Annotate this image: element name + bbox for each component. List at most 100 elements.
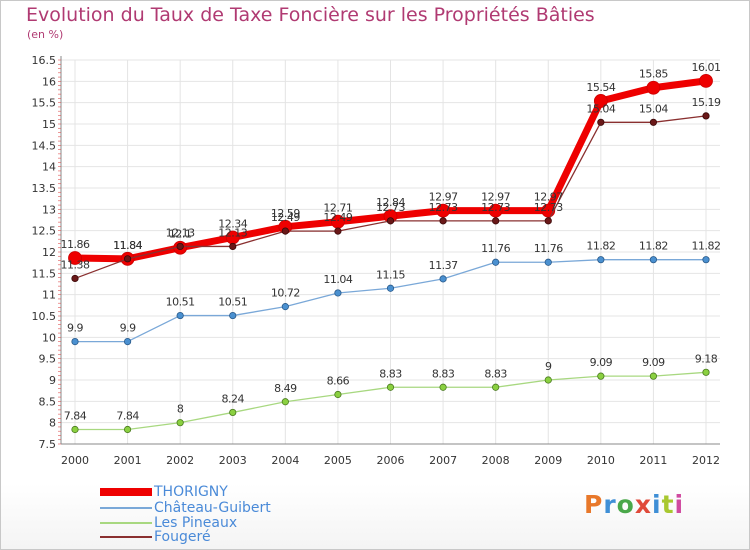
data-point-thorigny (699, 74, 713, 88)
data-label-les-pineaux: 8.24 (222, 392, 245, 405)
data-point-chateau-guibert (176, 311, 184, 320)
x-tick-label: 2002 (166, 454, 194, 467)
logo-letter: i (652, 490, 662, 519)
data-point-chateau-guibert (597, 256, 605, 264)
data-point-les-pineaux (649, 372, 658, 380)
data-label-fougere: 12.49 (323, 211, 352, 224)
data-label-chateau-guibert: 11.15 (376, 268, 405, 281)
data-point-chateau-guibert (649, 256, 658, 264)
data-point-chateau-guibert (702, 256, 710, 264)
data-label-chateau-guibert: 10.72 (271, 287, 300, 300)
data-label-les-pineaux: 9 (545, 360, 552, 373)
y-tick-label: 11.5 (32, 267, 57, 280)
data-point-fougere (544, 217, 552, 225)
proxiti-logo: Proxiti (584, 490, 684, 519)
data-label-chateau-guibert: 11.82 (692, 240, 721, 253)
data-label-thorigny: 12.34 (218, 217, 247, 230)
data-point-fougere (71, 274, 79, 283)
data-label-fougere: 15.19 (692, 96, 721, 109)
data-point-les-pineaux (71, 425, 79, 434)
data-label-thorigny: 12.97 (481, 191, 510, 204)
data-point-chateau-guibert (492, 258, 500, 266)
data-label-thorigny: 12.97 (429, 191, 458, 204)
data-point-chateau-guibert (229, 311, 237, 320)
y-tick-label: 7.5 (39, 438, 57, 451)
unit-label: (en %) (27, 28, 64, 41)
data-point-fougere (176, 242, 184, 251)
data-label-fougere: 15.04 (586, 102, 615, 115)
data-label-les-pineaux: 9.09 (590, 356, 613, 369)
data-label-chateau-guibert: 11.37 (429, 259, 458, 272)
data-point-les-pineaux (334, 390, 342, 399)
x-tick-label: 2001 (114, 454, 142, 467)
legend-swatch-thorigny (100, 488, 152, 496)
data-label-chateau-guibert: 11.76 (481, 242, 510, 255)
data-label-fougere: 12.49 (271, 211, 300, 224)
y-tick-label: 9.5 (39, 353, 57, 366)
data-label-chateau-guibert: 9.9 (120, 322, 136, 335)
x-tick-label: 2000 (61, 454, 89, 467)
data-point-thorigny (488, 203, 503, 218)
y-tick-label: 12 (42, 246, 56, 259)
data-label-les-pineaux: 7.84 (64, 409, 87, 422)
logo-letter: i (674, 490, 685, 519)
data-point-les-pineaux (702, 368, 710, 376)
x-tick-label: 2011 (639, 454, 667, 467)
data-label-les-pineaux: 8.83 (484, 367, 507, 380)
data-point-fougere (123, 255, 132, 263)
data-label-fougere: 11.38 (61, 258, 90, 271)
x-tick-label: 2003 (219, 454, 247, 467)
data-label-fougere: 12.73 (534, 201, 563, 214)
data-point-les-pineaux (229, 408, 237, 417)
y-tick-label: 15.5 (32, 97, 57, 110)
data-point-les-pineaux (281, 398, 289, 406)
legend-swatch-fougere (100, 536, 152, 538)
data-point-fougere (492, 217, 500, 225)
data-label-thorigny: 12.71 (323, 202, 352, 215)
data-point-chateau-guibert (123, 337, 132, 346)
data-label-thorigny: 12.84 (376, 196, 405, 209)
y-tick-label: 8.5 (39, 395, 57, 408)
data-point-fougere (597, 118, 605, 126)
y-tick-label: 13 (42, 203, 56, 216)
data-point-les-pineaux (386, 383, 395, 391)
data-point-chateau-guibert (439, 275, 447, 283)
data-label-les-pineaux: 9.18 (695, 352, 718, 365)
data-label-les-pineaux: 8 (177, 403, 184, 416)
x-tick-label: 2012 (692, 454, 720, 467)
data-point-les-pineaux (176, 419, 184, 427)
data-point-les-pineaux (597, 372, 605, 380)
data-point-fougere (334, 227, 342, 235)
data-label-fougere: 15.04 (639, 102, 668, 115)
x-tick-label: 2010 (587, 454, 615, 467)
data-label-chateau-guibert: 11.82 (639, 240, 668, 253)
logo-letter: r (603, 490, 617, 519)
chart-title: Evolution du Taux de Taxe Foncière sur l… (26, 4, 595, 26)
data-label-fougere: 11.84 (113, 239, 142, 252)
data-label-chateau-guibert: 11.76 (534, 242, 563, 255)
data-label-thorigny: 15.54 (586, 81, 615, 94)
data-label-thorigny: 12.1 (169, 228, 192, 241)
y-tick-label: 16 (42, 75, 56, 88)
data-label-les-pineaux: 8.83 (379, 367, 402, 380)
data-label-les-pineaux: 9.09 (642, 356, 665, 369)
legend-label-chateau-guibert: Château-Guibert (154, 500, 271, 516)
legend-label-les-pineaux: Les Pineaux (154, 515, 238, 531)
data-label-les-pineaux: 8.66 (327, 375, 350, 388)
data-point-chateau-guibert (386, 284, 395, 292)
legend-swatch-les-pineaux (100, 522, 152, 524)
data-label-chateau-guibert: 11.04 (323, 273, 352, 286)
data-label-chateau-guibert: 9.9 (67, 322, 83, 335)
data-point-fougere (281, 227, 289, 235)
x-tick-label: 2008 (482, 454, 510, 467)
data-label-chateau-guibert: 11.82 (586, 240, 615, 253)
y-tick-label: 12.5 (32, 225, 57, 238)
data-label-fougere: 12.13 (218, 226, 247, 239)
x-tick-label: 2006 (377, 454, 405, 467)
logo-letter: x (634, 490, 652, 519)
logo-letter: o (616, 490, 635, 519)
data-point-les-pineaux (439, 383, 447, 391)
x-tick-label: 2004 (271, 454, 299, 467)
logo-letter: P (584, 490, 604, 519)
